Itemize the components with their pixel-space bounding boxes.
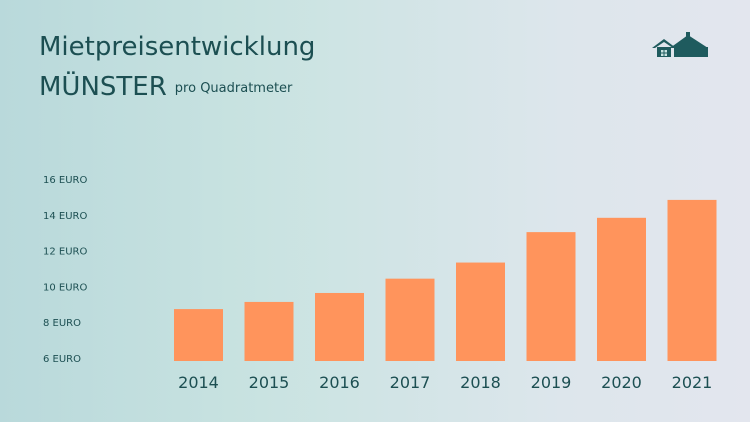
x-category-label: 2019 [531, 373, 572, 392]
chart-title: Mietpreisentwicklung [39, 32, 316, 62]
x-category-label: 2015 [249, 373, 290, 392]
city-name: MÜNSTER [39, 72, 167, 102]
x-category-label: 2017 [390, 373, 431, 392]
y-tick-label: 16 EURO [43, 175, 87, 186]
bar-2016 [315, 292, 364, 361]
house-icon [652, 32, 708, 57]
unit-note: pro Quadratmeter [174, 81, 293, 96]
y-tick-label: 8 EURO [43, 318, 81, 329]
x-category-label: 2016 [319, 373, 360, 392]
chart-subtitle: MÜNSTER pro Quadratmeter [39, 70, 292, 104]
bar-2017 [385, 278, 435, 361]
y-tick-label: 12 EURO [43, 247, 87, 258]
bars [174, 199, 717, 361]
bar-2018 [456, 262, 505, 361]
bar-2021 [667, 199, 717, 361]
x-axis: 2014 2015 2016 2017 2018 2019 2020 2021 [178, 373, 712, 392]
x-category-label: 2020 [601, 373, 642, 392]
x-category-label: 2021 [672, 373, 713, 392]
x-category-label: 2018 [460, 373, 501, 392]
x-category-label: 2014 [178, 373, 219, 392]
y-tick-label: 6 EURO [43, 354, 81, 365]
bar-2019 [526, 232, 576, 361]
bar-2014 [174, 309, 223, 361]
bar-2020 [597, 217, 646, 361]
y-tick-label: 14 EURO [43, 211, 87, 222]
bar-2015 [244, 301, 294, 361]
y-tick-label: 10 EURO [43, 282, 87, 293]
y-axis: 6 EURO 8 EURO 10 EURO 12 EURO 14 EURO 16 EURO [43, 175, 87, 365]
